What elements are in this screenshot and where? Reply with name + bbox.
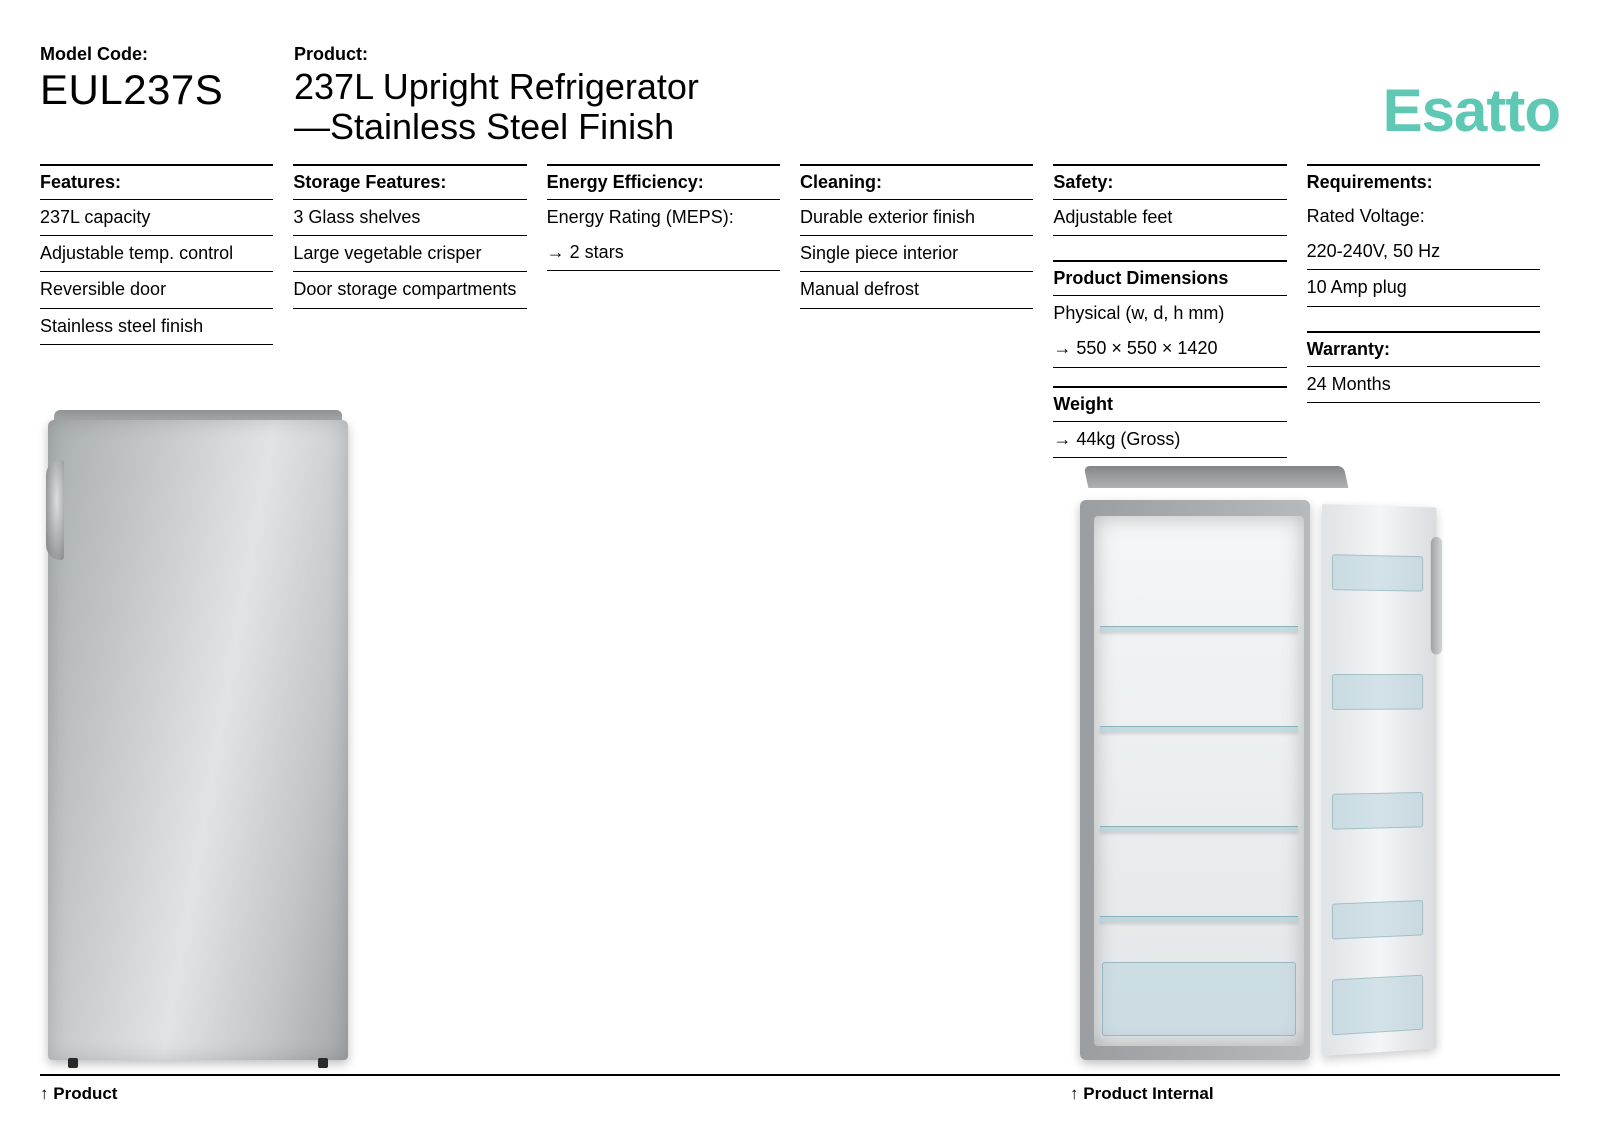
cleaning-item: Single piece interior (800, 236, 1033, 272)
feature-item: 237L capacity (40, 200, 273, 236)
energy-header: Energy Efficiency: (547, 164, 780, 200)
storage-item: 3 Glass shelves (293, 200, 526, 236)
model-block: Model Code: EUL237S (40, 44, 294, 113)
safety-header: Safety: (1053, 164, 1286, 200)
product-internal-caption: Product Internal (1070, 1074, 1560, 1104)
product-title-line2: —Stainless Steel Finish (294, 106, 674, 147)
product-block: Product: 237L Upright Refrigerator —Stai… (294, 44, 994, 148)
requirements-line3: 10 Amp plug (1307, 270, 1540, 306)
storage-item: Large vegetable crisper (293, 236, 526, 272)
requirements-line2: 220-240V, 50 Hz (1307, 234, 1540, 270)
requirements-line1: Rated Voltage: (1307, 199, 1540, 234)
cleaning-header: Cleaning: (800, 164, 1033, 200)
storage-item: Door storage compartments (293, 272, 526, 308)
images-row: Product (40, 388, 1560, 1104)
feature-item: Adjustable temp. control (40, 236, 273, 272)
header: Model Code: EUL237S Product: 237L Uprigh… (40, 44, 1560, 148)
energy-line2: 2 stars (547, 235, 780, 271)
product-image-block: Product (40, 388, 1070, 1104)
product-caption: Product (40, 1074, 1070, 1104)
product-title: 237L Upright Refrigerator —Stainless Ste… (294, 67, 974, 148)
dimensions-line2: 550 × 550 × 1420 (1053, 331, 1286, 367)
feature-item: Reversible door (40, 272, 273, 308)
warranty-header: Warranty: (1307, 331, 1540, 367)
safety-item: Adjustable feet (1053, 200, 1286, 236)
product-internal-image (1070, 488, 1560, 1068)
product-title-line1: 237L Upright Refrigerator (294, 66, 699, 107)
product-label: Product: (294, 44, 974, 65)
product-internal-image-block: Product Internal (1070, 388, 1560, 1104)
dimensions-block: Product Dimensions Physical (w, d, h mm)… (1053, 260, 1286, 368)
feature-item: Stainless steel finish (40, 309, 273, 345)
cleaning-item: Manual defrost (800, 272, 1033, 308)
fridge-closed-illustration (48, 420, 348, 1060)
product-image (40, 388, 1070, 1068)
dimensions-line1: Physical (w, d, h mm) (1053, 296, 1286, 331)
model-code: EUL237S (40, 67, 274, 113)
fridge-open-illustration (1080, 480, 1440, 1060)
requirements-header: Requirements: (1307, 164, 1540, 199)
features-header: Features: (40, 164, 273, 200)
storage-header: Storage Features: (293, 164, 526, 200)
brand-logo: Esatto (1383, 76, 1560, 145)
energy-line1: Energy Rating (MEPS): (547, 200, 780, 235)
dimensions-header: Product Dimensions (1053, 260, 1286, 296)
model-label: Model Code: (40, 44, 274, 65)
cleaning-item: Durable exterior finish (800, 200, 1033, 236)
